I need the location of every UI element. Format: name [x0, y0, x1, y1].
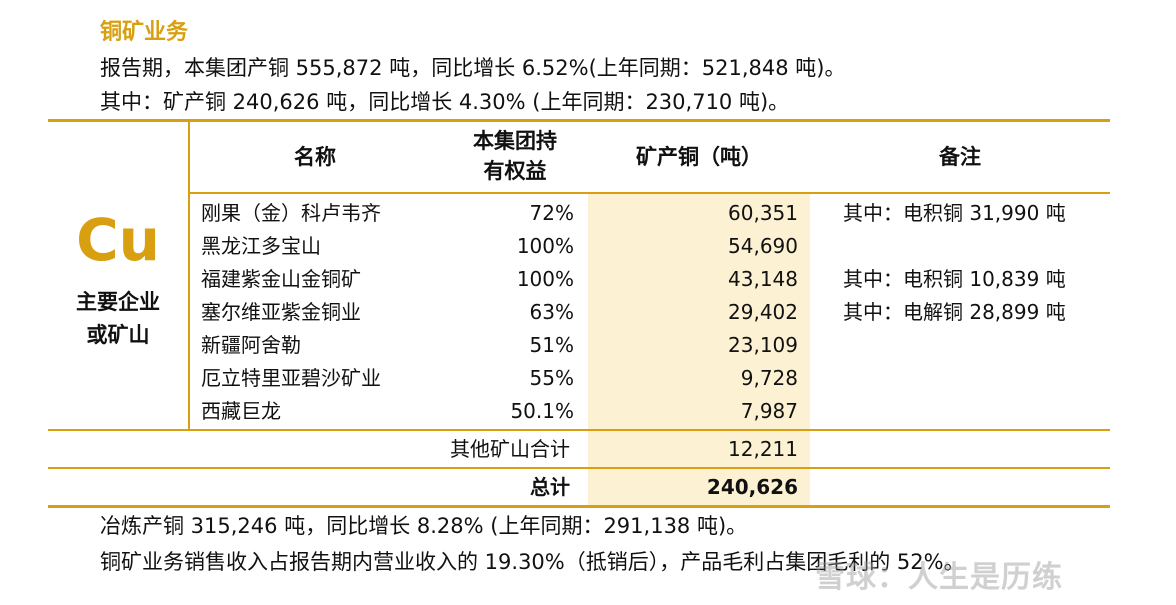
header-equity: 本集团持 有权益 — [455, 126, 575, 186]
major-enterprises-label: 主要企业 或矿山 — [48, 286, 188, 352]
mined-copper-column-highlight — [588, 193, 810, 506]
row-name: 福建紫金山金铜矿 — [201, 267, 361, 291]
main-rows-bottom-rule — [48, 429, 1110, 431]
others-total-label: 其他矿山合计 — [450, 437, 570, 461]
row-mined-copper: 54,690 — [728, 234, 798, 258]
others-total-value: 12,211 — [728, 437, 798, 461]
intro-line-mined-copper: 其中：矿产铜 240,626 吨，同比增长 4.30% (上年同期：230,71… — [100, 90, 790, 114]
row-name: 刚果（金）科卢韦齐 — [201, 201, 381, 225]
header-remarks: 备注 — [939, 145, 981, 169]
row-mined-copper: 23,109 — [728, 333, 798, 357]
revenue-share-line: 铜矿业务销售收入占报告期内营业收入的 19.30%（抵销后），产品毛利占集团毛利… — [100, 550, 965, 574]
section-title: 铜矿业务 — [100, 20, 189, 45]
table-bottom-rule — [48, 505, 1110, 508]
row-remark: 其中：电解铜 28,899 吨 — [843, 300, 1066, 324]
row-remark: 其中：电积铜 10,839 吨 — [843, 267, 1066, 291]
row-equity: 55% — [529, 366, 574, 390]
row-mined-copper: 43,148 — [728, 267, 798, 291]
row-equity: 72% — [529, 201, 574, 225]
row-name: 新疆阿舍勒 — [201, 333, 301, 357]
grand-total-value: 240,626 — [706, 475, 798, 499]
header-bottom-rule — [188, 192, 1110, 194]
row-equity: 100% — [516, 267, 574, 291]
row-name: 厄立特里亚碧沙矿业 — [201, 366, 381, 390]
row-mined-copper: 7,987 — [740, 399, 798, 423]
row-mined-copper: 9,728 — [740, 366, 798, 390]
left-column-divider — [188, 121, 190, 430]
others-row-bottom-rule — [48, 467, 1110, 469]
row-name: 塞尔维亚紫金铜业 — [201, 300, 361, 324]
watermark: 雪球：人生是历练 — [815, 560, 1063, 595]
header-equity-line2: 有权益 — [483, 159, 547, 183]
copper-symbol: Cu — [76, 206, 160, 274]
row-name: 黑龙江多宝山 — [201, 234, 321, 258]
row-equity: 50.1% — [510, 399, 574, 423]
header-mined-copper: 矿产铜（吨） — [636, 145, 762, 169]
row-mined-copper: 29,402 — [728, 300, 798, 324]
header-equity-line1: 本集团持 — [473, 129, 557, 153]
smelting-copper-line: 冶炼产铜 315,246 吨，同比增长 8.28% (上年同期：291,138 … — [100, 514, 748, 538]
row-mined-copper: 60,351 — [728, 201, 798, 225]
header-name: 名称 — [294, 145, 336, 169]
row-name: 西藏巨龙 — [201, 399, 281, 423]
row-equity: 63% — [529, 300, 574, 324]
row-equity: 51% — [529, 333, 574, 357]
grand-total-label: 总计 — [530, 475, 570, 499]
intro-line-total-copper: 报告期，本集团产铜 555,872 吨，同比增长 6.52%(上年同期：521,… — [100, 56, 846, 80]
left-label-line1: 主要企业 — [76, 290, 160, 314]
table-top-rule — [48, 119, 1110, 122]
row-remark: 其中：电积铜 31,990 吨 — [843, 201, 1066, 225]
row-equity: 100% — [516, 234, 574, 258]
left-label-line2: 或矿山 — [86, 323, 150, 347]
